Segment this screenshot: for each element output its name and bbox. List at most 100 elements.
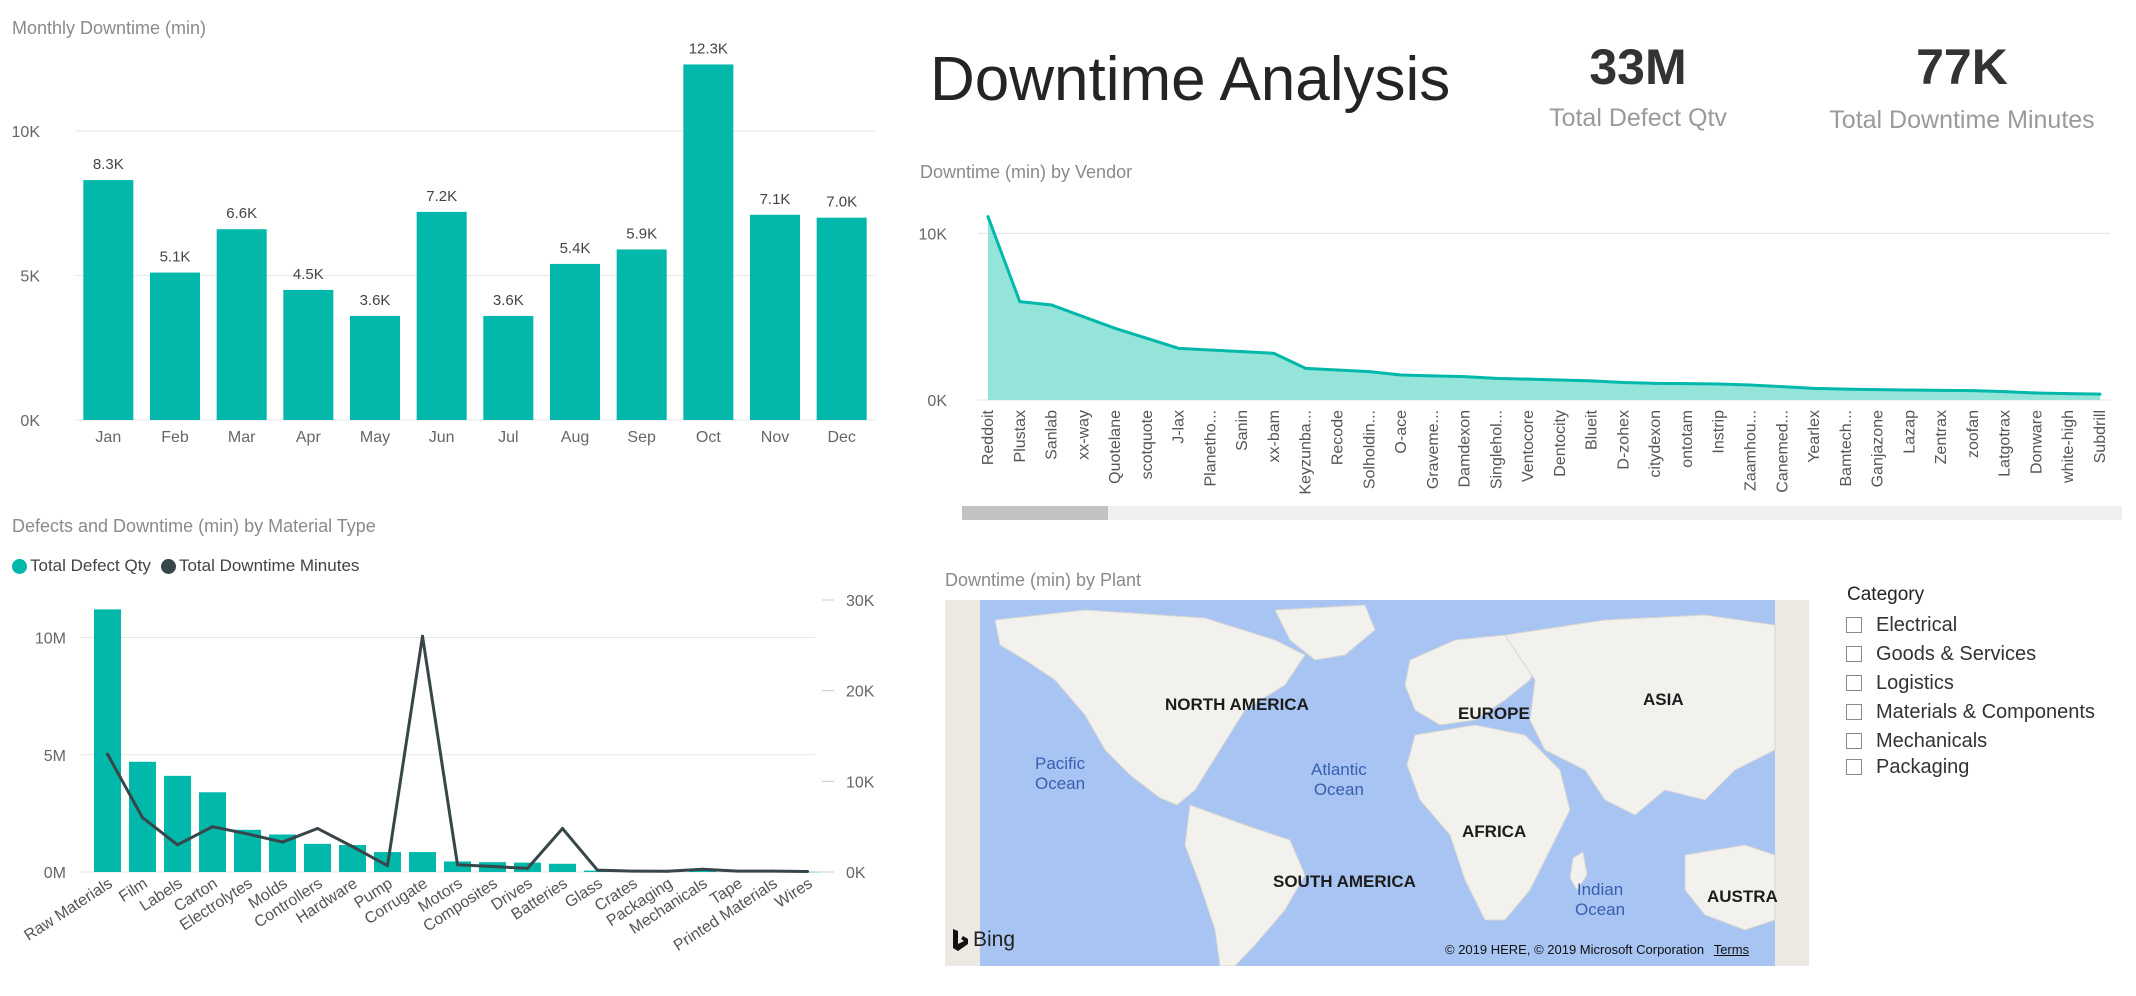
slicer-item-label: Packaging — [1876, 756, 1970, 778]
downtime-point-8 — [386, 864, 389, 868]
legend-label-downtime[interactable]: Total Downtime Minutes — [178, 556, 360, 575]
slicer-item-label: Materials & Components — [1876, 700, 2095, 723]
x-tick-label: Apr — [296, 429, 322, 446]
slicer-item-materials-components[interactable]: Materials & Components — [1846, 698, 2095, 726]
x-tick-label: Reddoit — [980, 409, 997, 465]
data-label: 6.6K — [226, 205, 257, 222]
x-tick-label: citydexon — [1647, 410, 1664, 478]
bar-mar[interactable] — [216, 229, 267, 420]
bing-icon — [953, 929, 968, 951]
x-tick-label: Jul — [498, 429, 518, 446]
material-chart-legend: Total Defect Qty Total Downtime Minutes — [12, 556, 359, 576]
x-tick-label: Sanlab — [1044, 410, 1061, 460]
x-tick-label: D-zohex — [1615, 410, 1632, 470]
data-label: 5.9K — [626, 225, 657, 242]
slicer-item-logistics[interactable]: Logistics — [1846, 669, 1954, 697]
downtime-point-10 — [456, 863, 459, 867]
y-tick-label: 10K — [12, 124, 41, 141]
vendor-point-1 — [1018, 300, 1022, 304]
bar-dec[interactable] — [816, 217, 867, 420]
x-tick-label: Graveme... — [1425, 410, 1442, 489]
x-tick-label: Wires — [772, 875, 816, 912]
bar-aug[interactable] — [550, 263, 600, 420]
bar-jun[interactable] — [416, 211, 467, 420]
x-tick-label: Feb — [161, 429, 189, 446]
data-label: 3.6K — [493, 292, 524, 309]
vendor-chart-title: Downtime (min) by Vendor — [920, 162, 1133, 182]
slicer-item-label: Mechanicals — [1876, 729, 1988, 752]
vendor-point-7 — [1208, 348, 1212, 352]
x-tick-label: Donware — [2028, 410, 2045, 474]
downtime-point-6 — [316, 826, 319, 830]
bar-may[interactable] — [350, 315, 400, 420]
data-label: 3.6K — [360, 292, 391, 309]
vendor-point-30 — [1939, 388, 1943, 392]
downtime-point-18 — [736, 869, 739, 873]
vendor-point-8 — [1240, 350, 1244, 354]
vendor-point-17 — [1526, 377, 1530, 381]
x-tick-label: Blueit — [1584, 409, 1601, 450]
bar-apr[interactable] — [283, 289, 334, 420]
bar-defect-qty[interactable] — [689, 869, 716, 872]
checkbox-logistics[interactable] — [1846, 675, 1862, 691]
x-tick-label: Jun — [429, 429, 455, 446]
downtime-point-13 — [561, 826, 564, 830]
bar-jul[interactable] — [483, 315, 534, 420]
checkbox-goods-services[interactable] — [1846, 646, 1862, 662]
bar-defect-qty[interactable] — [339, 845, 366, 872]
slicer-item-goods-services[interactable]: Goods & Services — [1846, 640, 2036, 668]
vendor-point-34 — [2066, 392, 2070, 396]
category-slicer: Category Electrical Goods & Services Log… — [1846, 582, 2126, 782]
bar-oct[interactable] — [683, 64, 734, 420]
vendor-point-9 — [1272, 351, 1276, 355]
x-tick-label: Zaamhou... — [1743, 410, 1760, 491]
map-terms-link[interactable]: Terms — [1713, 942, 1750, 957]
plant-map[interactable]: NORTH AMERICA EUROPE ASIA AFRICA SOUTH A… — [945, 600, 1809, 966]
legend-marker-defect — [12, 558, 27, 574]
bar-defect-qty[interactable] — [549, 863, 576, 872]
vendor-scrollbar-thumb[interactable] — [962, 506, 1108, 520]
x-tick-label: Ganjazone — [1870, 410, 1887, 487]
vendor-point-13 — [1399, 373, 1403, 377]
vendor-point-3 — [1081, 315, 1085, 319]
bar-defect-qty[interactable] — [409, 852, 436, 872]
vendor-point-35 — [2098, 392, 2102, 396]
x-tick-label: Yearlex — [1806, 410, 1823, 463]
vendor-area-fill — [988, 216, 2100, 400]
data-label: 7.2K — [426, 188, 457, 205]
checkbox-electrical[interactable] — [1846, 617, 1862, 633]
bar-defect-qty[interactable] — [164, 775, 191, 872]
vendor-point-5 — [1145, 336, 1149, 340]
legend-label-defect[interactable]: Total Defect Qty — [30, 556, 151, 575]
checkbox-mechanicals[interactable] — [1846, 733, 1862, 749]
bar-nov[interactable] — [750, 214, 800, 420]
label-atlantic-ocean: Atlantic Ocean — [1311, 760, 1367, 799]
vendor-downtime-chart[interactable]: 0K 10K Reddoit Plustax Sanlab xx-way Quotelane… — [910, 190, 2130, 530]
x-tick-label: Jan — [95, 429, 121, 446]
bar-defect-qty[interactable] — [444, 861, 471, 872]
checkbox-packaging[interactable] — [1846, 759, 1862, 775]
x-tick-label: Keyzunba... — [1298, 410, 1315, 495]
bar-feb[interactable] — [150, 272, 200, 420]
x-tick-label: zoofan — [1965, 410, 1982, 458]
map-title: Downtime (min) by Plant — [945, 570, 1142, 590]
bar-defect-qty[interactable] — [94, 609, 121, 872]
bar-defect-qty[interactable] — [304, 843, 331, 872]
slicer-item-packaging[interactable]: Packaging — [1846, 756, 1969, 778]
downtime-point-17 — [701, 867, 704, 871]
x-tick-label: Raw Materials — [21, 875, 115, 944]
checkbox-materials-components[interactable] — [1846, 704, 1862, 720]
y-right-tick-label: 30K — [846, 593, 875, 610]
bing-logo[interactable]: Bing — [951, 928, 1015, 952]
bar-jan[interactable] — [83, 180, 134, 420]
vendor-point-32 — [2003, 390, 2007, 394]
label-australia: AUSTRA — [1707, 887, 1778, 906]
bar-sep[interactable] — [616, 249, 667, 420]
vendor-point-27 — [1844, 387, 1848, 391]
slicer-item-mechanicals[interactable]: Mechanicals — [1846, 727, 1987, 755]
vendor-point-14 — [1431, 374, 1435, 378]
vendor-point-16 — [1494, 376, 1498, 380]
monthly-downtime-chart[interactable]: 0K 5K 10K 8.3K Jan 5.1K Feb 6.6K Mar 4.5K Apr 3.6K M… — [0, 40, 880, 460]
slicer-item-electrical[interactable]: Electrical — [1846, 611, 1957, 639]
